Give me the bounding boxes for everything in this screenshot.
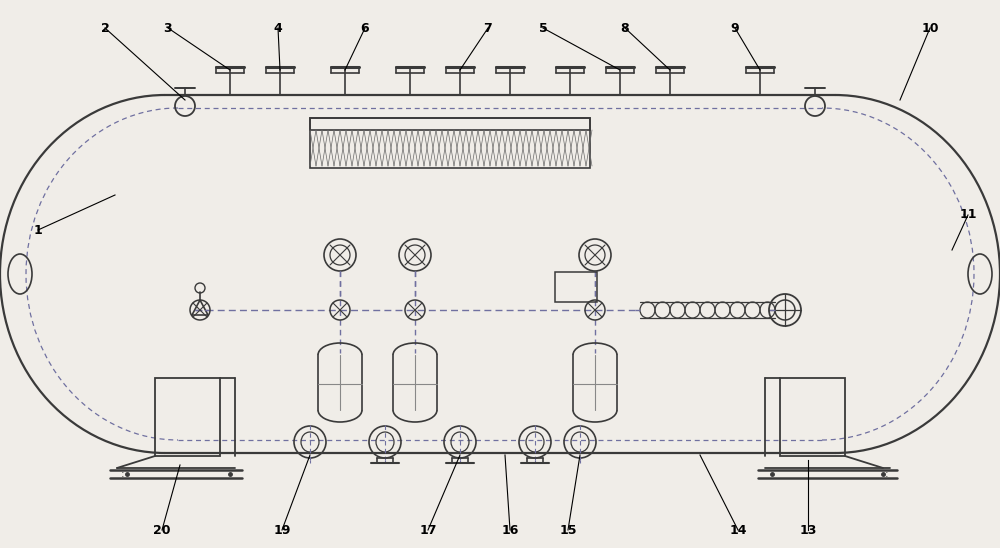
Text: 10: 10	[921, 21, 939, 35]
Text: 20: 20	[153, 523, 171, 536]
Text: 17: 17	[419, 523, 437, 536]
Text: 8: 8	[621, 21, 629, 35]
Text: :: :	[885, 469, 889, 479]
Text: 19: 19	[273, 523, 291, 536]
Text: 7: 7	[484, 21, 492, 35]
Text: 13: 13	[799, 523, 817, 536]
Text: 14: 14	[729, 523, 747, 536]
Text: 5: 5	[539, 21, 547, 35]
Text: 2: 2	[101, 21, 109, 35]
Text: 6: 6	[361, 21, 369, 35]
Text: 1: 1	[34, 224, 42, 237]
Text: 16: 16	[501, 523, 519, 536]
Text: 3: 3	[164, 21, 172, 35]
Text: 15: 15	[559, 523, 577, 536]
Bar	[155, 378, 220, 456]
Text: 4: 4	[274, 21, 282, 35]
Text: :: :	[121, 469, 125, 479]
Text: 9: 9	[731, 21, 739, 35]
Bar	[555, 272, 597, 302]
Bar	[310, 118, 590, 130]
Bar	[310, 118, 590, 168]
Bar	[780, 378, 845, 456]
Text: 11: 11	[959, 208, 977, 221]
